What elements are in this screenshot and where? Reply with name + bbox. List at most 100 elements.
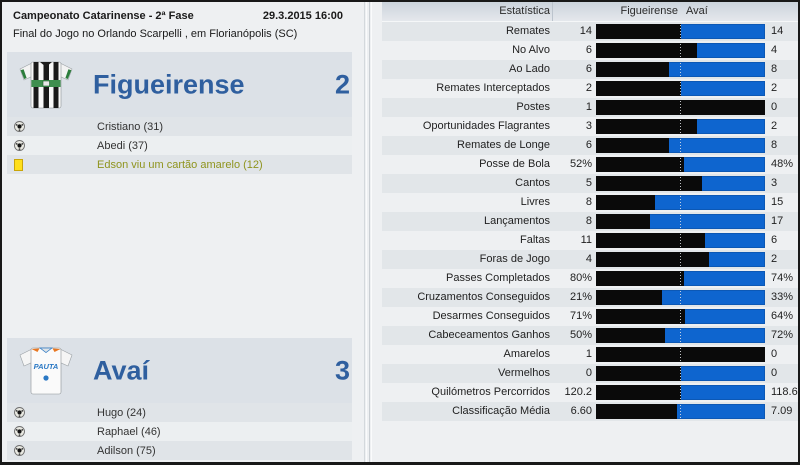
away-team-events: Hugo (24) Raphael (46) Adilson (75)	[7, 403, 352, 460]
event-text: Raphael (46)	[97, 425, 161, 438]
panel-splitter	[364, 2, 365, 462]
bar-center-line	[680, 63, 681, 76]
match-event-row[interactable]: Adilson (75)	[7, 441, 352, 460]
stat-home-value: 71%	[569, 310, 592, 322]
stat-away-value: 33%	[771, 291, 794, 303]
match-event-row[interactable]: Cristiano (31)	[7, 117, 352, 136]
stat-label: Cruzamentos Conseguidos	[417, 291, 550, 303]
event-text: Abedi (37)	[97, 139, 148, 152]
stat-bar	[596, 271, 765, 286]
stat-away-value: 0	[771, 348, 778, 360]
panel-splitter	[366, 2, 367, 462]
stat-bar	[596, 100, 765, 115]
bar-center-line	[680, 367, 681, 380]
match-event-row[interactable]: Hugo (24)	[7, 403, 352, 422]
goal-icon	[14, 140, 26, 151]
event-text: Cristiano (31)	[97, 120, 164, 133]
stat-home-value: 8	[585, 196, 592, 208]
match-event-row[interactable]: Raphael (46)	[7, 422, 352, 441]
stats-rows: Remates 14 14 No Alvo 6 4 Ao Lado 6 8 Remates Int…	[382, 22, 798, 421]
stat-home-value: 6	[585, 139, 592, 151]
stat-label: Ao Lado	[509, 63, 550, 75]
match-stats-panel: Estatística Figueirense Avaí Remates 14 14…	[382, 2, 798, 462]
stat-row: Foras de Jogo 4 2	[382, 250, 798, 269]
stat-label: Vermelhos	[498, 367, 550, 379]
match-event-row[interactable]: Edson viu um cartão amarelo (12)	[7, 155, 352, 174]
stat-bar-home-segment	[596, 138, 669, 153]
stat-home-value: 120.2	[564, 386, 592, 398]
stat-bar	[596, 62, 765, 77]
stat-away-value: 17	[771, 215, 784, 227]
stat-row: Faltas 11 6	[382, 231, 798, 250]
stat-away-value: 2	[771, 253, 778, 265]
bar-center-line	[680, 234, 681, 247]
stat-bar-home-segment	[596, 271, 684, 286]
goal-icon	[14, 426, 26, 437]
stat-home-value: 50%	[569, 329, 592, 341]
panel-splitter	[369, 2, 370, 462]
stat-bar-home-segment	[596, 195, 655, 210]
stat-away-value: 2	[771, 120, 778, 132]
home-team-score: 2	[334, 69, 350, 99]
stat-label: Cantos	[515, 177, 550, 189]
stat-row: Remates de Longe 6 8	[382, 136, 798, 155]
stat-home-value: 6	[585, 44, 592, 56]
stat-bar	[596, 157, 765, 172]
stat-away-value: 64%	[771, 310, 794, 322]
bar-center-line	[680, 158, 681, 171]
stat-bar-home-segment	[596, 157, 684, 172]
bar-center-line	[680, 310, 681, 323]
away-team-name[interactable]: Avaí	[93, 355, 150, 385]
goal-icon	[14, 121, 26, 132]
event-text: Adilson (75)	[97, 444, 156, 457]
yellow-card-icon	[14, 158, 26, 171]
stat-bar	[596, 290, 765, 305]
stat-bar	[596, 347, 765, 362]
stat-home-value: 1	[585, 101, 592, 113]
bar-center-line	[680, 329, 681, 342]
panel-splitter	[371, 2, 372, 462]
stat-away-value: 15	[771, 196, 784, 208]
stats-column-away-team: Avaí	[686, 5, 708, 17]
home-team-name[interactable]: Figueirense	[93, 69, 245, 99]
stat-home-value: 8	[585, 215, 592, 227]
stat-bar	[596, 43, 765, 58]
goal-icon	[14, 445, 26, 456]
stat-away-value: 74%	[771, 272, 794, 284]
stat-bar-home-segment	[596, 366, 681, 381]
goal-icon	[14, 407, 26, 418]
bar-center-line	[680, 177, 681, 190]
bar-center-line	[680, 196, 681, 209]
stat-row: Vermelhos 0 0	[382, 364, 798, 383]
stat-label: Oportunidades Flagrantes	[422, 120, 550, 132]
stat-bar-home-segment	[596, 176, 702, 191]
home-team-header: Figueirense 2	[7, 52, 352, 117]
stat-row: Amarelos 1 0	[382, 345, 798, 364]
stat-bar-home-segment	[596, 119, 698, 134]
bar-center-line	[680, 82, 681, 95]
bar-center-line	[680, 272, 681, 285]
stat-away-value: 0	[771, 101, 778, 113]
stat-bar	[596, 195, 765, 210]
match-event-row[interactable]: Abedi (37)	[7, 136, 352, 155]
stat-home-value: 80%	[569, 272, 592, 284]
stat-label: Classificação Média	[452, 405, 550, 417]
stat-row: Desarmes Conseguidos 71% 64%	[382, 307, 798, 326]
stat-row: Cruzamentos Conseguidos 21% 33%	[382, 288, 798, 307]
stat-home-value: 2	[585, 82, 592, 94]
stat-away-value: 14	[771, 25, 784, 37]
stat-row: No Alvo 6 4	[382, 41, 798, 60]
stat-row: Lançamentos 8 17	[382, 212, 798, 231]
stat-away-value: 7.09	[771, 405, 793, 417]
stat-row: Quilómetros Percorridos 120.2 118.6	[382, 383, 798, 402]
stat-label: Desarmes Conseguidos	[432, 310, 550, 322]
stat-label: Cabeceamentos Ganhos	[428, 329, 550, 341]
away-team-shirt-icon: PAUTA	[18, 342, 74, 397]
stats-column-statistic: Estatística	[499, 5, 550, 17]
stat-bar	[596, 366, 765, 381]
bar-center-line	[680, 44, 681, 57]
stat-bar-home-segment	[596, 43, 698, 58]
stat-label: Livres	[520, 196, 550, 208]
stat-bar	[596, 81, 765, 96]
